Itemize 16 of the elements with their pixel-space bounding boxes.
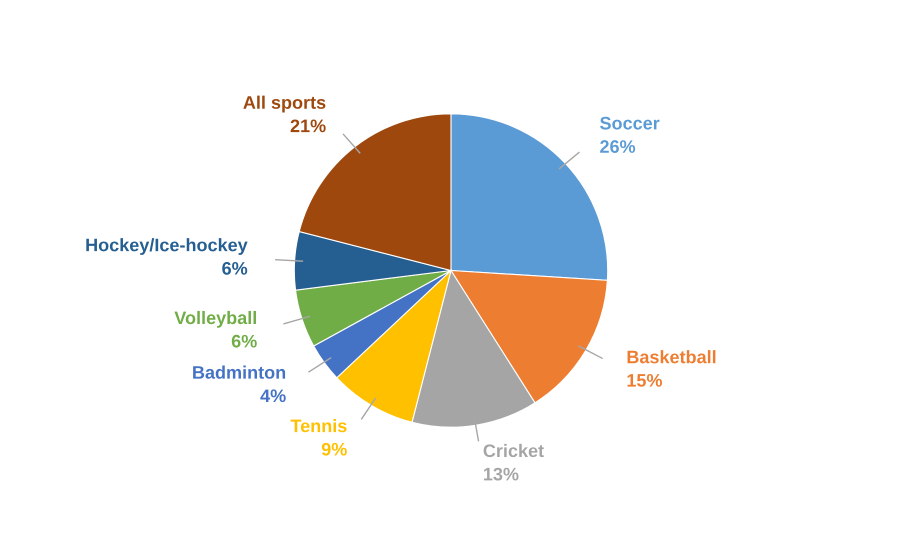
data-label: 9% (322, 442, 347, 456)
slice-label: Soccer (600, 116, 660, 130)
slice-label: Hockey/Ice-hockey (86, 238, 248, 255)
data-label: 15% (627, 374, 662, 387)
data-label: 4% (260, 389, 286, 402)
slice-label: Tennis (290, 419, 347, 432)
slice-label: Volleyball (174, 310, 256, 328)
slice-label: Badminton (193, 366, 286, 379)
slice-label: Cricket (484, 444, 544, 458)
data-label: 26% (600, 140, 636, 153)
data-label: 21% (290, 119, 326, 132)
slice-label: All sports (243, 96, 326, 112)
data-label: 13% (484, 468, 519, 481)
data-label: 6% (222, 262, 248, 275)
slice-label: Basketball (628, 350, 716, 364)
data-label: 6% (232, 334, 257, 348)
